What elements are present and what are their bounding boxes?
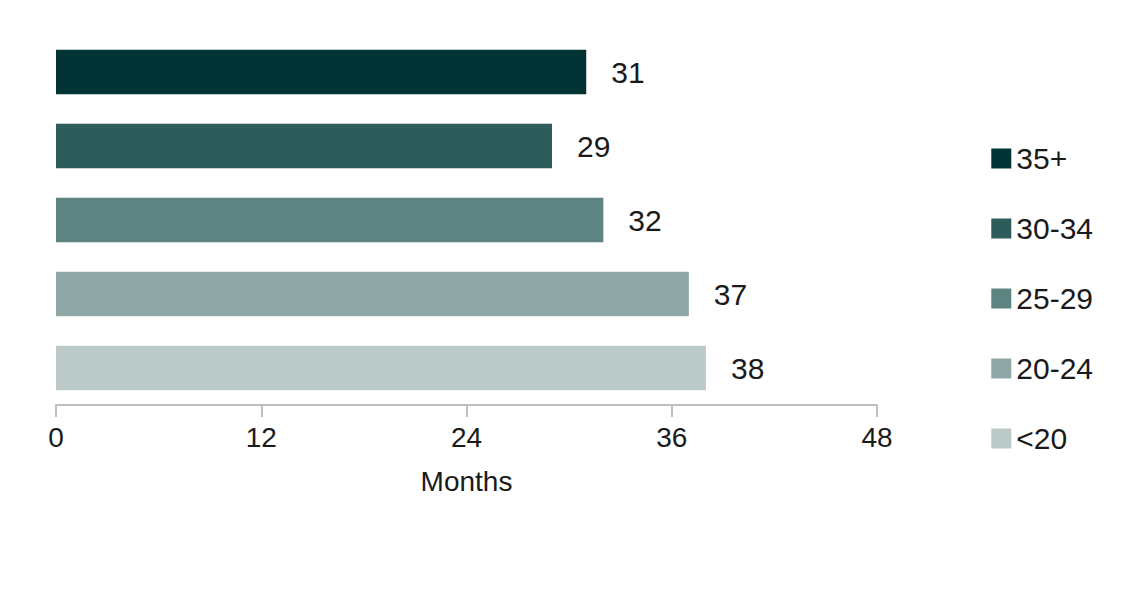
svg-text:Months: Months bbox=[421, 466, 513, 497]
svg-text:48: 48 bbox=[861, 422, 892, 453]
svg-text:35+: 35+ bbox=[1016, 142, 1067, 175]
svg-text:37: 37 bbox=[714, 278, 747, 311]
svg-text:<20: <20 bbox=[1016, 422, 1067, 455]
svg-text:29: 29 bbox=[577, 130, 610, 163]
svg-text:31: 31 bbox=[611, 56, 644, 89]
svg-text:38: 38 bbox=[731, 352, 764, 385]
svg-text:30-34: 30-34 bbox=[1016, 212, 1093, 245]
svg-text:0: 0 bbox=[48, 422, 64, 453]
svg-text:12: 12 bbox=[246, 422, 277, 453]
svg-text:25-29: 25-29 bbox=[1016, 282, 1093, 315]
svg-text:36: 36 bbox=[656, 422, 687, 453]
svg-text:32: 32 bbox=[628, 204, 661, 237]
svg-text:20-24: 20-24 bbox=[1016, 352, 1093, 385]
svg-text:24: 24 bbox=[451, 422, 482, 453]
